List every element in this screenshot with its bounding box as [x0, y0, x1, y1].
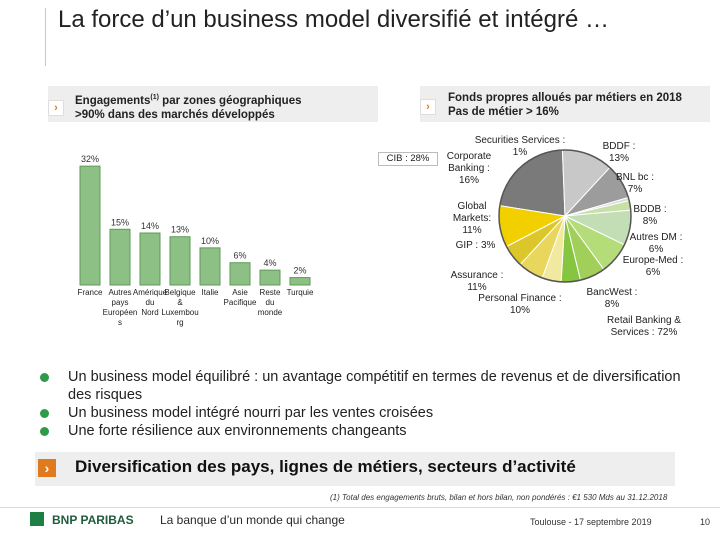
bar-category-label: Belgique: [164, 288, 196, 297]
pie-label-bddf: BDDF : 13%: [602, 141, 636, 164]
page-number: 10: [700, 517, 711, 527]
bar-category-label: Italie: [202, 288, 219, 297]
slogan: La banque d’un monde qui change: [160, 513, 345, 527]
left-header-text: Engagements(1) par zones géographiques >…: [75, 94, 302, 121]
bar-1: [79, 165, 101, 286]
bar-8: [289, 277, 311, 286]
bar-value-label: 2%: [293, 266, 306, 276]
footer-divider: [0, 507, 720, 508]
right-header-text: Fonds propres alloués par métiers en 201…: [448, 92, 682, 118]
pie-slice-1: [499, 149, 566, 217]
pie-label-global-markets: Global Markets: 11%: [452, 201, 492, 236]
bar-category-label: Amérique: [133, 288, 168, 297]
bar-category-label: Pacifique: [224, 298, 257, 307]
event-label: Toulouse - 17 septembre 2019: [530, 517, 652, 527]
logo-text: BNP PARIBAS: [52, 513, 134, 527]
bullet-item: Une forte résilience aux environnements …: [40, 422, 700, 440]
bar-category-label: du: [266, 298, 275, 307]
pie-label-securities: Securities Services : 1%: [474, 135, 566, 158]
page-title: La force d’un business model diversifié …: [58, 6, 609, 33]
bar-3: [139, 232, 161, 286]
bar-category-label: Autres: [108, 288, 131, 297]
diversification-text: Diversification des pays, lignes de méti…: [75, 457, 576, 476]
bar-value-label: 10%: [201, 236, 219, 246]
pie-outline: [498, 149, 632, 283]
bar-4: [169, 236, 191, 286]
bar-category-label: France: [78, 288, 103, 297]
bar-value-label: 15%: [111, 217, 129, 227]
pie-label-gip: GIP : 3%: [455, 240, 496, 251]
bullet-icon: [40, 409, 49, 418]
bullet-item: Un business model équilibré : un avantag…: [40, 368, 700, 404]
pie-label-bancwest: BancWest : 8%: [586, 287, 638, 310]
pie-label-personal-finance: Personal Finance : 10%: [478, 293, 562, 316]
bar-category-label: du: [146, 298, 155, 307]
bar-category-label: s: [118, 318, 122, 327]
bar-2: [109, 228, 131, 286]
bnp-logo-icon: [30, 512, 44, 526]
chevron-right-icon: ›: [38, 459, 56, 477]
bar-category-label: &: [177, 298, 183, 307]
chevron-right-icon: ›: [48, 100, 64, 116]
bar-category-label: monde: [258, 308, 283, 317]
diversification-banner: [35, 452, 675, 486]
bar-value-label: 13%: [171, 225, 189, 235]
bar-value-label: 32%: [81, 154, 99, 164]
bar-category-label: rg: [176, 318, 183, 327]
bar-category-label: Luxembou: [161, 308, 198, 317]
bar-5: [199, 247, 221, 286]
pie-label-retail: Retail Banking & Services : 72%: [607, 315, 681, 338]
pie-chart: [498, 149, 632, 283]
bar-category-label: Européen: [103, 308, 138, 317]
bar-7: [259, 269, 281, 286]
bar-category-label: Turquie: [287, 288, 314, 297]
bar-value-label: 14%: [141, 221, 159, 231]
bullet-icon: [40, 427, 49, 436]
bar-6: [229, 262, 251, 286]
pie-label-autres-dm: Autres DM : 6%: [629, 232, 683, 255]
chevron-right-icon: ›: [420, 99, 436, 115]
right-header-box: [420, 86, 710, 122]
title-accent-line: [45, 8, 46, 66]
bar-value-label: 6%: [233, 251, 246, 261]
bullet-item: Un business model intégré nourri par les…: [40, 404, 700, 422]
pie-label-bnl: BNL bc : 7%: [616, 172, 654, 195]
bar-category-label: pays: [112, 298, 129, 307]
bar-category-label: Reste: [260, 288, 281, 297]
bar-category-label: Asie: [232, 288, 248, 297]
bullet-icon: [40, 373, 49, 382]
pie-label-bddb: BDDB : 8%: [633, 204, 667, 227]
bullet-list: Un business model équilibré : un avantag…: [40, 368, 700, 440]
pie-label-corporate: Corporate Banking : 16%: [446, 151, 492, 186]
bar-category-label: Nord: [141, 308, 158, 317]
bar-value-label: 4%: [263, 258, 276, 268]
pie-label-assurance: Assurance : 11%: [450, 270, 504, 293]
left-header-box: [48, 86, 378, 122]
pie-label-cib: CIB : 28%: [378, 152, 438, 166]
footnote: (1) Total des engagements bruts, bilan e…: [330, 493, 668, 502]
pie-label-europe-med: Europe-Med : 6%: [622, 255, 684, 278]
